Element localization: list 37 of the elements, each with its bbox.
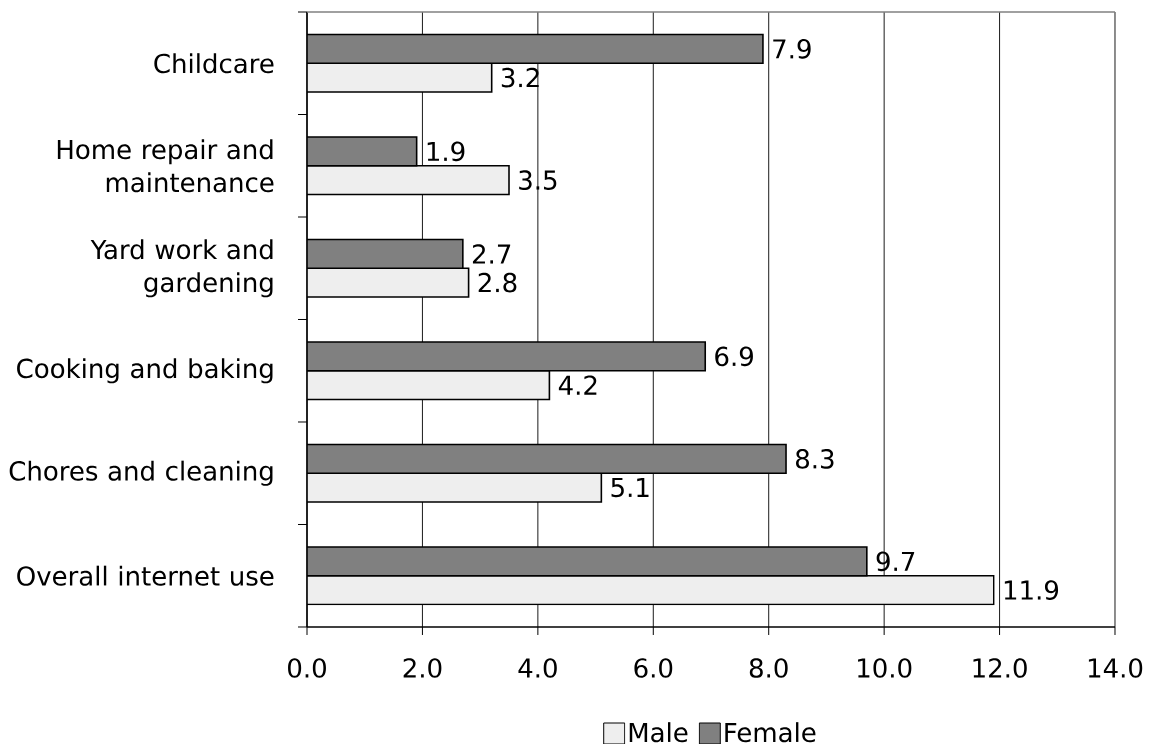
data-label: 6.9	[715, 346, 753, 367]
x-tick-label: 12.0	[973, 658, 1027, 678]
y-tick-label: Home repair and maintenance	[57, 139, 274, 193]
y-tick-label: Yard work and gardening	[90, 239, 273, 298]
x-tick-label: 8.0	[749, 658, 788, 678]
data-label: 7.9	[773, 39, 811, 59]
data-label: 8.3	[796, 449, 834, 469]
x-tick-label: 10.0	[858, 658, 912, 678]
y-tick-label: Cooking and baking	[17, 358, 273, 384]
legend-label: Female	[725, 722, 816, 743]
bar	[307, 443, 787, 475]
x-tick-label: 0.0	[288, 658, 326, 678]
x-tick-label: 6.0	[634, 658, 673, 678]
bar	[307, 62, 493, 93]
bar	[307, 164, 510, 196]
y-tick-label: Chores and cleaning	[9, 460, 273, 486]
data-label: 5.1	[611, 477, 649, 498]
y-tick-label: Overall internet use	[17, 565, 274, 586]
bar	[307, 546, 868, 577]
data-label: 2.8	[478, 272, 517, 293]
x-tick-label: 14.0	[1088, 658, 1143, 678]
bar	[307, 369, 551, 401]
bar	[307, 472, 603, 503]
data-label: 2.7	[472, 244, 511, 264]
x-tick-label: 2.0	[403, 658, 442, 678]
data-label: 11.9	[1004, 580, 1059, 600]
x-tick-label: 4.0	[518, 658, 557, 678]
legend-label: Male	[629, 722, 688, 743]
data-label: 4.2	[558, 375, 597, 395]
bar	[307, 238, 464, 270]
bar	[307, 574, 995, 606]
bar	[307, 33, 764, 65]
bar	[307, 136, 418, 167]
bar	[307, 341, 707, 372]
bar	[307, 267, 470, 298]
data-label: 1.9	[427, 141, 465, 162]
y-tick-label: Childcare	[154, 53, 274, 74]
